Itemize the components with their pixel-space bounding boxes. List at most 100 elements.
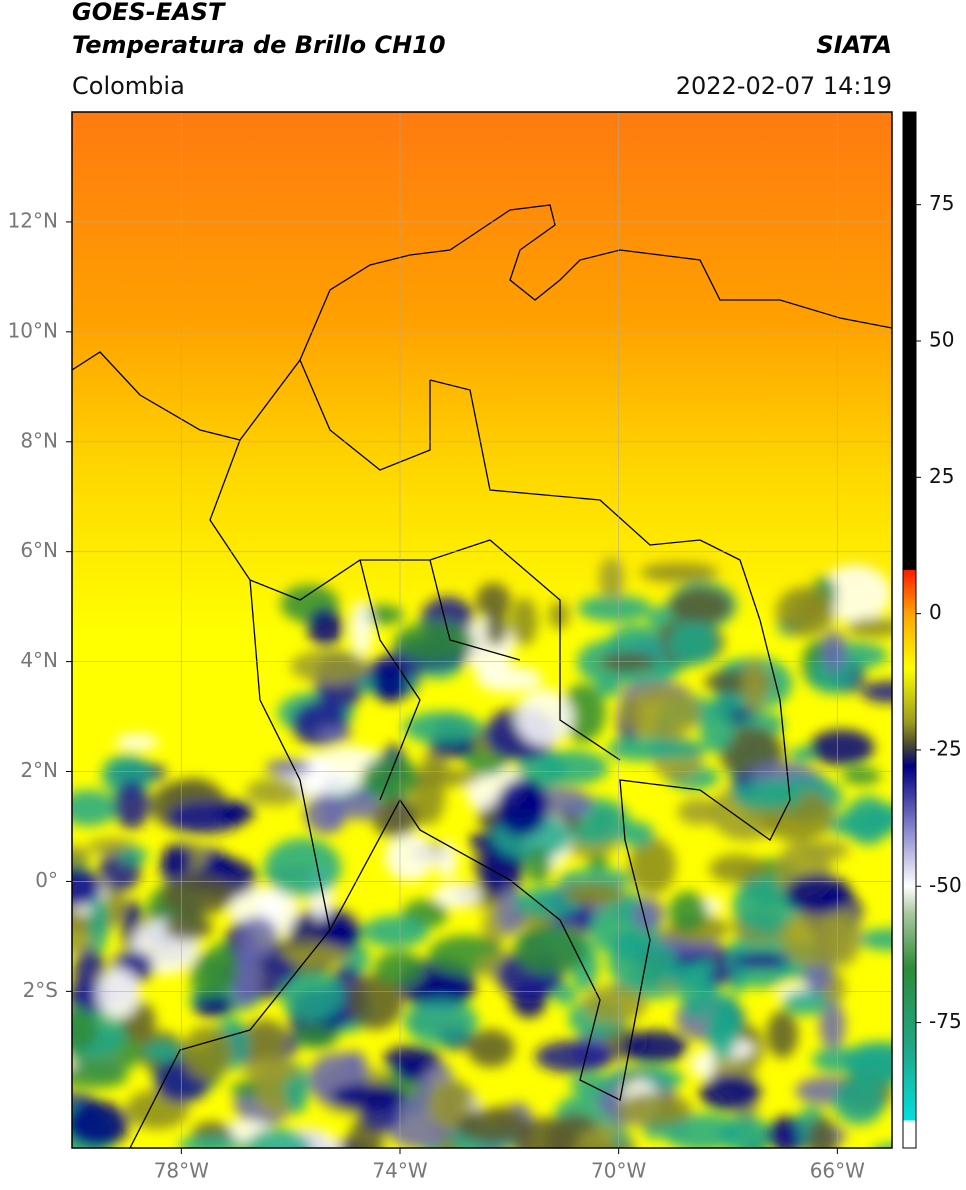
cloud-blob xyxy=(383,1045,441,1074)
cloud-blob xyxy=(161,843,193,876)
cloud-blob xyxy=(88,896,109,952)
datetime: 2022-02-07 14:19 xyxy=(676,72,892,100)
cloud-blob xyxy=(142,1039,182,1063)
y-tick-label: 0° xyxy=(35,868,58,892)
cloud-blob xyxy=(515,688,574,746)
cloud-blob xyxy=(809,729,875,766)
cloud-blob xyxy=(495,778,549,837)
cloud-blob xyxy=(515,1117,578,1148)
cloud-blob xyxy=(113,780,150,830)
cloud-blob xyxy=(842,767,882,785)
cloud-blob xyxy=(435,840,458,879)
cloud-blob xyxy=(340,788,379,821)
cloud-blob xyxy=(317,726,353,743)
title: GOES-EAST xyxy=(72,0,226,26)
colorbar-tick-label: 75 xyxy=(929,191,954,215)
cloud-field xyxy=(72,557,892,1148)
cloud-blob xyxy=(821,630,847,672)
cloud-blob xyxy=(432,882,482,909)
colorbar-tick-label: -25 xyxy=(929,736,962,760)
country-border xyxy=(129,379,791,1148)
cloud-blob xyxy=(192,994,234,1018)
cloud-blob xyxy=(807,1116,838,1148)
cloud-blob xyxy=(282,946,351,964)
cloud-blob xyxy=(536,750,609,785)
cloud-blob xyxy=(456,1108,531,1144)
cloud-blob xyxy=(227,886,286,931)
cloud-blob xyxy=(534,1040,614,1073)
y-tick-label: 10°N xyxy=(8,318,58,342)
cloud-blob xyxy=(548,600,570,630)
cloud-blob xyxy=(794,595,825,625)
y-tick-label: 12°N xyxy=(8,208,58,232)
cloud-blob xyxy=(832,1078,885,1126)
colorbar-tick-label: 25 xyxy=(929,464,954,488)
cloud-blob xyxy=(178,1134,245,1148)
subtitle: Temperatura de Brillo CH10 xyxy=(72,31,446,59)
cloud-blob xyxy=(558,868,633,890)
cloud-blob xyxy=(564,882,625,906)
cloud-blob xyxy=(161,874,235,916)
cloud-blob xyxy=(819,1001,846,1050)
cloud-blob xyxy=(621,1030,689,1064)
cloud-blob xyxy=(699,1073,761,1112)
cloud-blob xyxy=(719,1114,771,1148)
cloud-blob xyxy=(404,998,479,1045)
cloud-blob xyxy=(293,1025,339,1049)
cloud-blob xyxy=(861,680,892,704)
cloud-blob xyxy=(569,1074,614,1096)
colorbar-tick-label: 50 xyxy=(929,328,954,352)
cloud-blob xyxy=(818,564,892,623)
y-tick-label: 4°N xyxy=(20,648,58,672)
x-tick-label: 74°W xyxy=(372,1159,427,1183)
cloud-blob xyxy=(577,595,652,622)
cloud-blob xyxy=(733,952,790,969)
cloud-blob xyxy=(394,621,474,663)
cloud-blob xyxy=(621,685,701,739)
graticule xyxy=(72,112,892,1148)
cloud-blob xyxy=(677,798,722,825)
cloud-blob xyxy=(587,853,609,872)
y-tick-label: 2°S xyxy=(23,978,58,1002)
cloud-blob xyxy=(731,779,804,810)
y-tick-label: 8°N xyxy=(20,428,58,452)
map-frame xyxy=(71,111,893,1149)
cloud-blob xyxy=(72,789,118,827)
cloud-blob xyxy=(96,968,141,1019)
cloud-blob xyxy=(214,799,255,824)
cloud-blob xyxy=(782,990,829,1016)
cloud-blob xyxy=(342,1050,367,1072)
x-tick-label: 78°W xyxy=(154,1159,209,1183)
y-tick-label: 2°N xyxy=(20,758,58,782)
x-tick-label: 66°W xyxy=(810,1159,865,1183)
cloud-blob xyxy=(668,891,708,933)
cloud-blob xyxy=(631,897,665,931)
cloud-blob xyxy=(875,1143,892,1148)
colorbar-tick-label: -75 xyxy=(929,1009,962,1033)
cloud-blob xyxy=(599,652,657,672)
cloud-blob xyxy=(510,597,538,646)
cloud-blob xyxy=(615,1092,692,1127)
colorbar-tick-label: 0 xyxy=(929,600,942,624)
cloud-blob xyxy=(330,1083,406,1111)
cloud-blob xyxy=(242,1018,288,1064)
cloud-blob xyxy=(118,846,148,864)
cloud-blob xyxy=(803,958,832,993)
region: Colombia xyxy=(72,72,185,100)
cloud-blob xyxy=(72,1007,99,1051)
cloud-blob xyxy=(402,768,480,787)
cloud-blob xyxy=(709,854,765,884)
cloud-blob xyxy=(669,587,733,625)
cloud-blob xyxy=(699,699,737,753)
cloud-blob xyxy=(181,1026,233,1081)
cloud-blob xyxy=(374,950,425,986)
cloud-blob xyxy=(846,617,892,638)
cloud-blob xyxy=(785,873,852,915)
cloud-blob xyxy=(245,778,304,806)
cloud-blob xyxy=(628,837,676,895)
cloud-blob xyxy=(475,582,511,619)
cloud-blob xyxy=(467,1029,515,1068)
cloud-blob xyxy=(640,562,719,583)
cloud-blob xyxy=(485,610,508,647)
